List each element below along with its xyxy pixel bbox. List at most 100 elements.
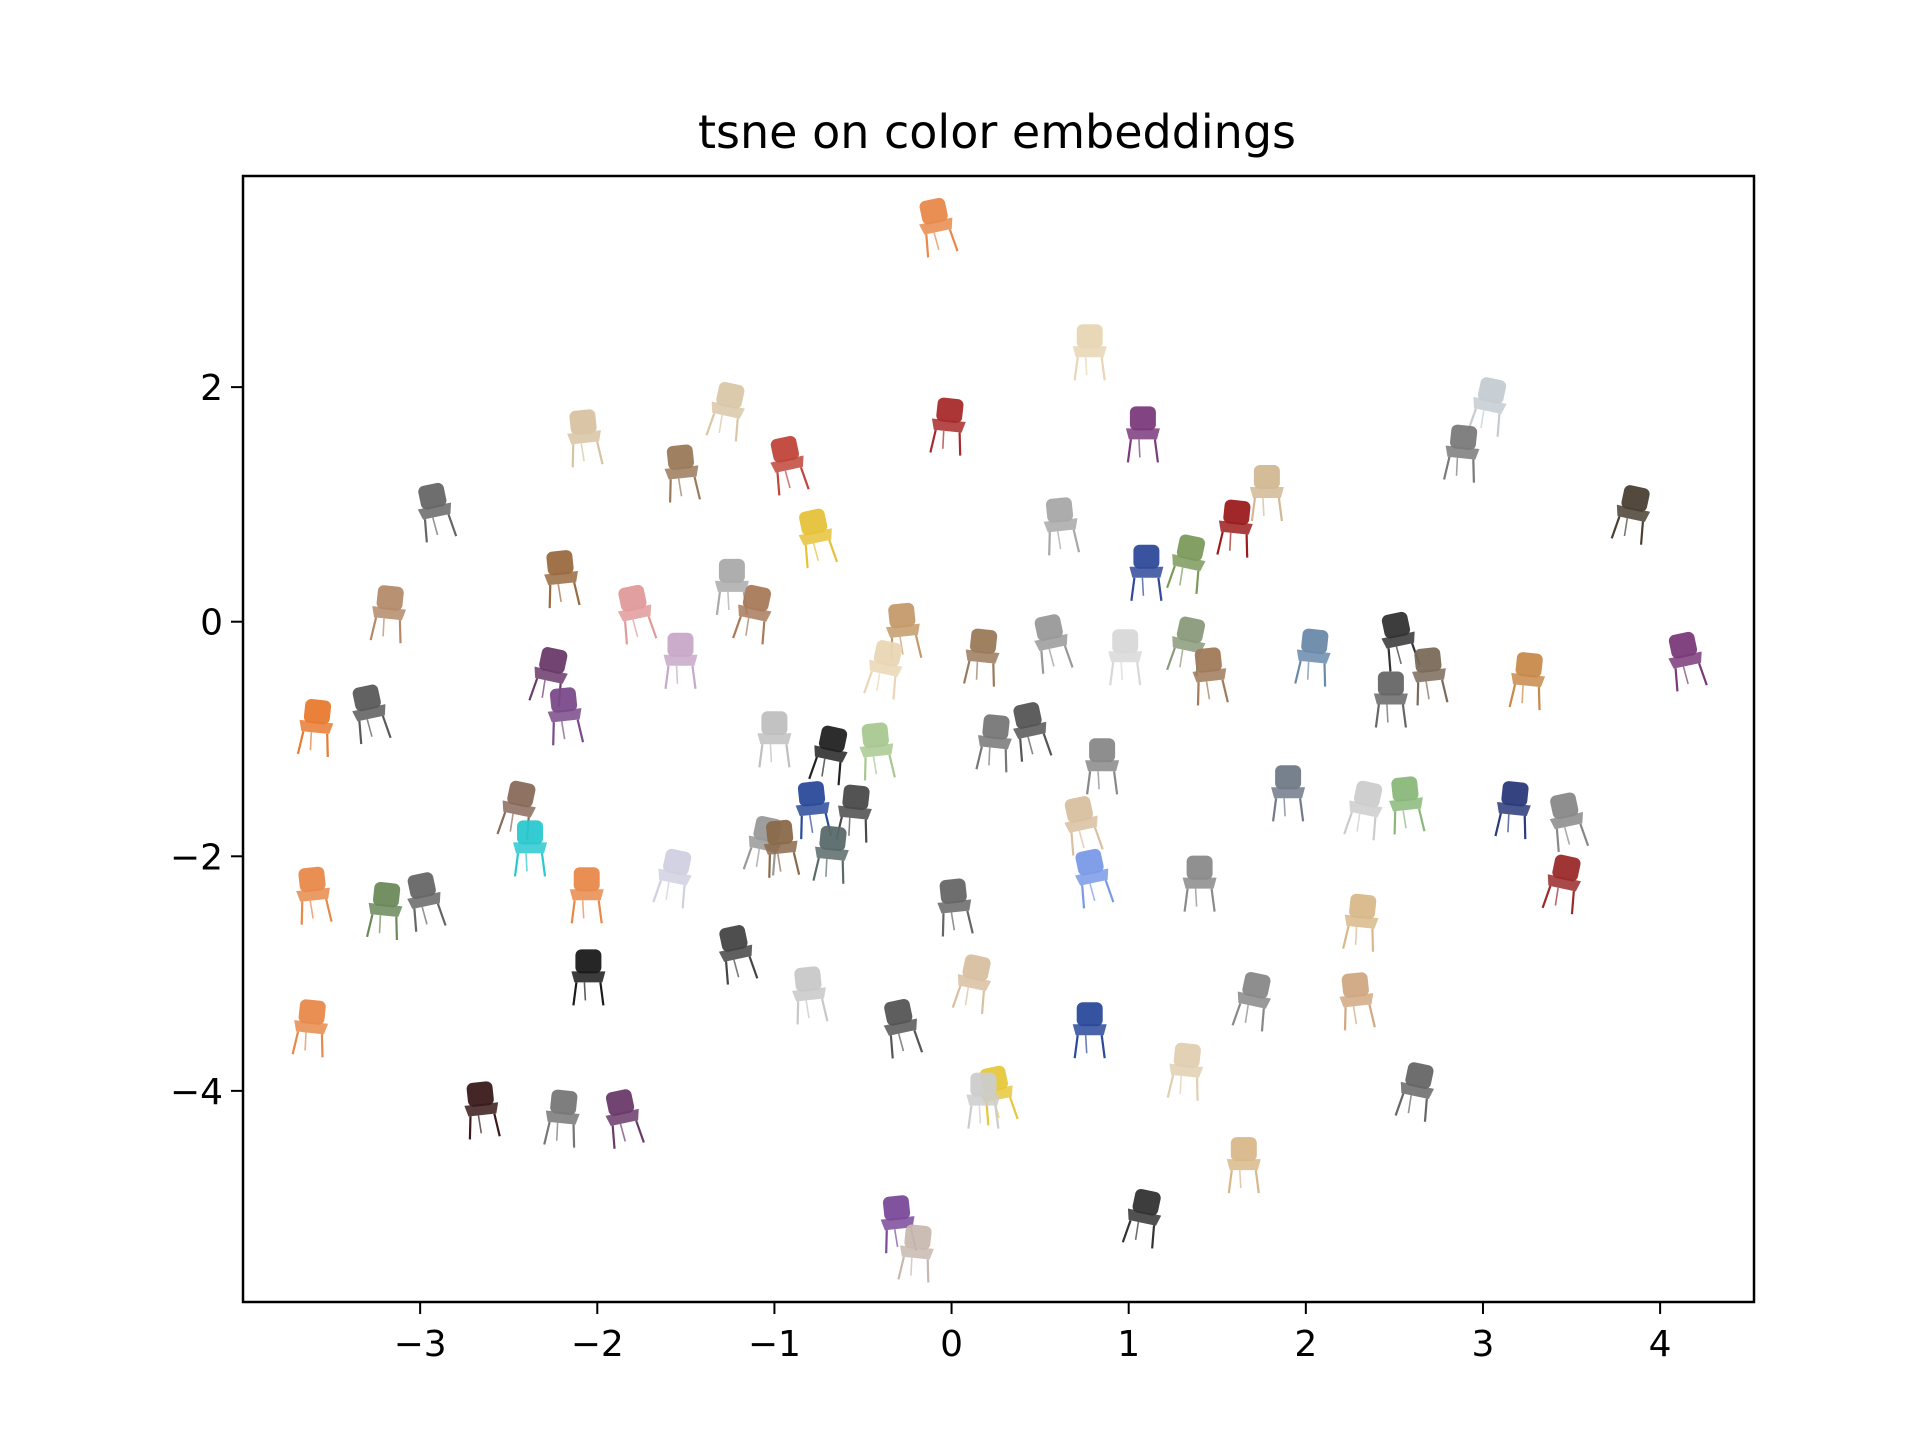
x-axis: −3 −2 −1 0 1 2 3 4 <box>394 1302 1672 1365</box>
data-point <box>365 881 403 941</box>
data-point <box>937 878 974 937</box>
data-point <box>1610 485 1651 545</box>
data-point <box>763 819 801 878</box>
data-point <box>571 949 606 1006</box>
data-point <box>1394 1062 1434 1122</box>
y-tick-label: −4 <box>170 1072 223 1113</box>
data-point <box>1494 781 1531 840</box>
data-point <box>664 444 702 503</box>
data-point <box>798 508 839 569</box>
plot-frame <box>241 174 1756 1304</box>
data-point <box>863 640 903 700</box>
data-point <box>617 584 658 645</box>
data-point <box>975 714 1012 773</box>
data-point <box>1467 377 1507 437</box>
data-point <box>859 722 896 781</box>
x-tick-label: −2 <box>571 1324 624 1365</box>
data-point <box>1343 780 1383 841</box>
data-point <box>808 725 848 786</box>
x-tick-label: 3 <box>1472 1324 1495 1365</box>
data-point <box>1192 647 1229 706</box>
x-tick-label: −3 <box>394 1324 447 1365</box>
data-point <box>652 848 692 909</box>
data-point <box>605 1089 645 1149</box>
data-point <box>547 687 585 746</box>
chart-title: tsne on color embeddings <box>698 105 1296 159</box>
data-point <box>1166 534 1206 595</box>
data-point <box>352 684 392 745</box>
y-tick-label: 0 <box>200 603 223 644</box>
data-point <box>1549 792 1590 853</box>
data-point <box>951 954 992 1014</box>
data-point <box>296 866 333 925</box>
data-point <box>1294 628 1331 687</box>
data-point <box>795 781 833 840</box>
y-tick-label: −2 <box>170 837 223 878</box>
data-point <box>1231 971 1271 1032</box>
data-point <box>1121 1188 1162 1249</box>
data-point <box>1129 544 1164 601</box>
data-point <box>883 998 924 1059</box>
x-tick-label: 4 <box>1649 1324 1672 1365</box>
x-tick-label: −1 <box>748 1324 801 1365</box>
data-point <box>714 558 749 616</box>
data-point <box>1072 324 1107 381</box>
data-point <box>369 585 407 644</box>
data-point <box>792 966 829 1025</box>
data-point <box>1072 1002 1107 1059</box>
data-point <box>1216 499 1253 558</box>
data-point <box>1182 855 1217 912</box>
data-point <box>1249 465 1284 522</box>
data-point <box>812 825 849 884</box>
data-point <box>1508 652 1546 711</box>
data-point <box>291 999 329 1058</box>
data-point <box>407 872 447 932</box>
data-point <box>296 698 334 758</box>
data-point <box>1271 765 1306 822</box>
data-point <box>1085 738 1120 795</box>
data-point <box>1412 647 1449 706</box>
data-point <box>417 482 458 543</box>
data-point <box>770 435 810 496</box>
data-point <box>885 602 923 661</box>
data-point <box>1342 893 1379 952</box>
x-tick-label: 2 <box>1294 1324 1317 1365</box>
data-point <box>1389 776 1426 835</box>
x-tick-label: 1 <box>1117 1324 1140 1365</box>
data-point <box>880 1195 918 1254</box>
data-point <box>513 820 547 877</box>
data-point <box>718 925 759 985</box>
data-point <box>567 409 604 468</box>
y-axis: 2 0 −2 −4 <box>170 368 243 1113</box>
data-point <box>1541 854 1581 915</box>
data-point <box>1668 631 1708 692</box>
data-point <box>757 711 792 768</box>
data-point <box>897 1224 934 1283</box>
data-point <box>966 1072 1001 1129</box>
data-point <box>1043 497 1081 556</box>
data-point <box>1108 629 1143 686</box>
data-point <box>1013 702 1053 762</box>
data-point <box>1075 848 1115 909</box>
data-point <box>663 632 698 689</box>
data-point <box>929 397 966 456</box>
data-point <box>464 1081 501 1140</box>
data-point <box>1125 406 1160 463</box>
x-tick-label: 0 <box>940 1324 963 1365</box>
data-point <box>1064 796 1104 856</box>
data-point <box>1166 1042 1204 1101</box>
data-point <box>1373 671 1408 728</box>
data-point <box>962 628 1000 687</box>
data-point <box>569 867 604 924</box>
data-point <box>732 584 772 645</box>
data-point <box>543 1089 580 1148</box>
data-point <box>1166 616 1206 677</box>
points-layer <box>291 197 1708 1283</box>
data-point <box>1442 424 1480 483</box>
data-point <box>1339 972 1376 1031</box>
data-point <box>1226 1137 1261 1194</box>
data-point <box>705 381 745 442</box>
data-point <box>544 550 581 609</box>
